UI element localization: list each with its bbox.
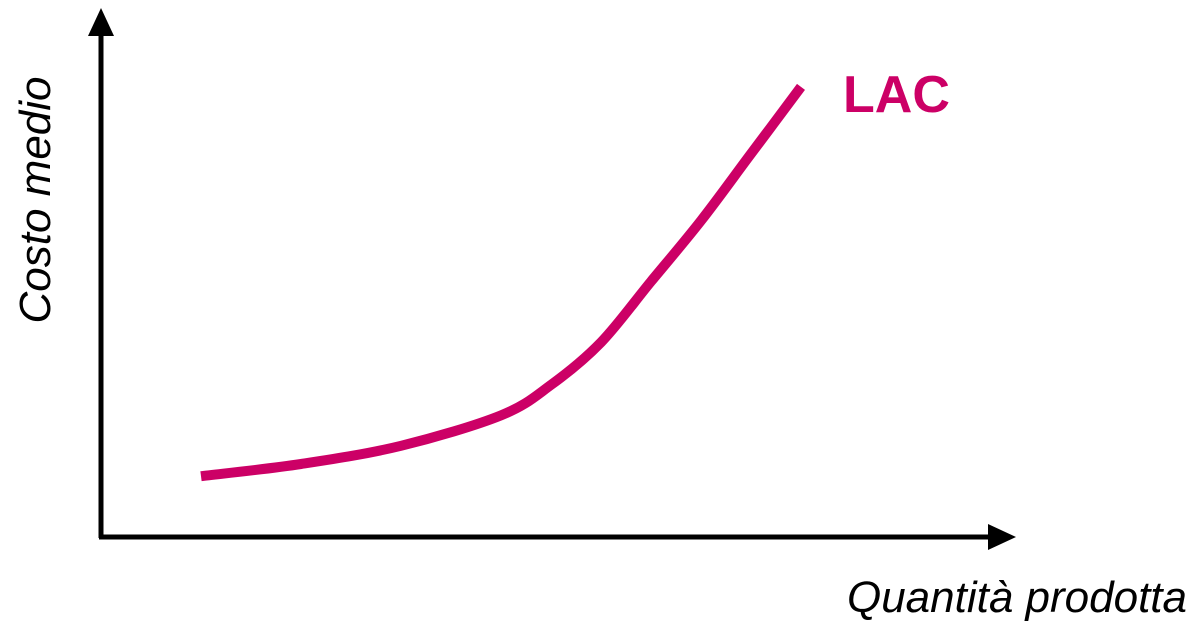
y-axis-title: Costo medio bbox=[11, 76, 60, 323]
x-axis-title: Quantità prodotta bbox=[847, 573, 1187, 621]
series-label-lac: LAC bbox=[843, 66, 950, 124]
series-line-lac bbox=[200, 83, 806, 482]
x-axis-arrow-icon bbox=[988, 524, 1016, 550]
y-axis-arrow-icon bbox=[88, 8, 114, 36]
